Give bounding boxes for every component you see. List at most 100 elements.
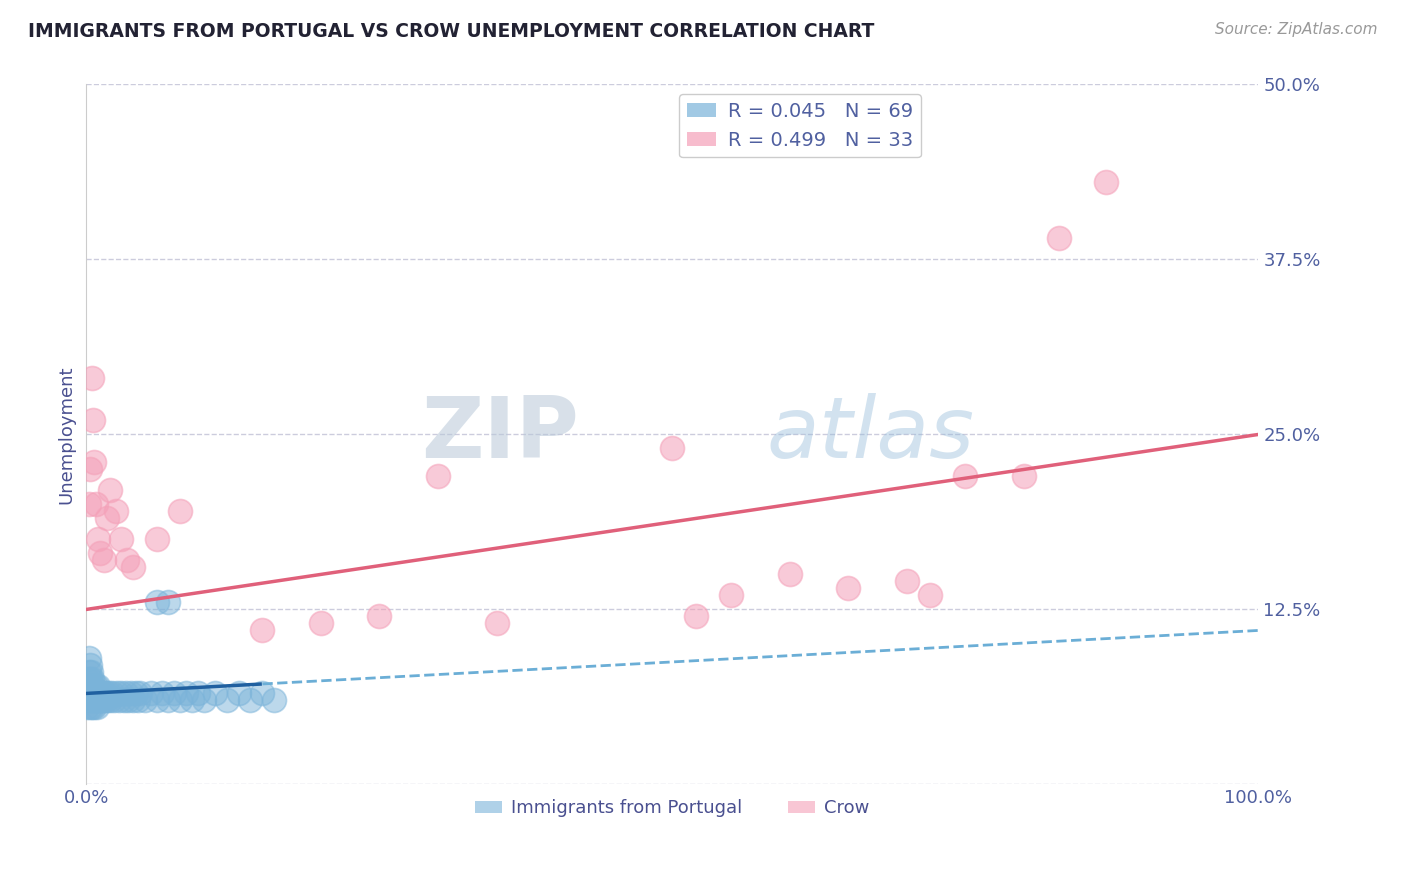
Point [80, 665, 103, 680]
Point [134, 693, 156, 707]
Y-axis label: Unemployment: Unemployment [58, 365, 75, 504]
Point [174, 686, 197, 700]
Point [169, 693, 191, 707]
Point [250, 624, 273, 638]
Point [80, 680, 103, 694]
Point [82, 686, 104, 700]
Point [87, 533, 110, 547]
Point [76, 700, 98, 714]
Point [110, 686, 132, 700]
Point [108, 693, 131, 707]
Point [896, 574, 918, 589]
Point [82, 693, 104, 707]
Point [193, 693, 215, 707]
Point [76, 673, 98, 687]
Point [83, 686, 105, 700]
Point [685, 609, 707, 624]
Point [152, 686, 174, 700]
Point [104, 504, 127, 518]
Point [122, 693, 145, 707]
Point [82, 673, 104, 687]
Point [96, 693, 118, 707]
Point [82, 700, 104, 714]
Point [96, 511, 118, 525]
Point [145, 533, 167, 547]
Point [79, 700, 101, 714]
Point [94, 693, 117, 707]
Point [122, 560, 145, 574]
Point [97, 686, 120, 700]
Point [124, 686, 146, 700]
Point [157, 693, 180, 707]
Point [103, 693, 125, 707]
Legend: Immigrants from Portugal, Crow: Immigrants from Portugal, Crow [468, 792, 876, 824]
Point [215, 693, 238, 707]
Point [157, 595, 180, 609]
Point [90, 686, 112, 700]
Point [93, 553, 115, 567]
Point [79, 462, 101, 476]
Point [91, 693, 114, 707]
Text: IMMIGRANTS FROM PORTUGAL VS CROW UNEMPLOYMENT CORRELATION CHART: IMMIGRANTS FROM PORTUGAL VS CROW UNEMPLO… [28, 22, 875, 41]
Point [82, 413, 104, 427]
Point [89, 686, 111, 700]
Point [101, 686, 124, 700]
Point [98, 483, 121, 498]
Point [105, 686, 128, 700]
Point [115, 686, 138, 700]
Point [86, 700, 108, 714]
Point [426, 469, 449, 483]
Point [84, 680, 107, 694]
Point [163, 686, 186, 700]
Text: atlas: atlas [766, 393, 974, 476]
Point [1095, 176, 1118, 190]
Point [84, 693, 107, 707]
Point [368, 609, 391, 624]
Point [89, 693, 111, 707]
Point [76, 686, 98, 700]
Text: Source: ZipAtlas.com: Source: ZipAtlas.com [1215, 22, 1378, 37]
Point [87, 693, 110, 707]
Point [129, 686, 152, 700]
Point [1012, 469, 1035, 483]
Point [84, 498, 107, 512]
Point [127, 693, 149, 707]
Point [139, 686, 162, 700]
Point [77, 498, 100, 512]
Point [145, 693, 167, 707]
Point [309, 616, 332, 631]
Point [661, 442, 683, 456]
Point [145, 595, 167, 609]
Text: ZIP: ZIP [420, 393, 579, 476]
Point [239, 693, 262, 707]
Point [96, 686, 118, 700]
Point [204, 686, 226, 700]
Point [228, 686, 250, 700]
Point [83, 700, 105, 714]
Point [77, 693, 100, 707]
Point [79, 686, 101, 700]
Point [82, 680, 104, 694]
Point [250, 686, 273, 700]
Point [89, 546, 111, 560]
Point [117, 693, 139, 707]
Point [120, 686, 142, 700]
Point [86, 686, 108, 700]
Point [77, 665, 100, 680]
Point [93, 686, 115, 700]
Point [77, 651, 100, 665]
Point [485, 616, 508, 631]
Point [83, 455, 105, 469]
Point [1047, 231, 1070, 245]
Point [98, 693, 121, 707]
Point [112, 693, 135, 707]
Point [110, 533, 132, 547]
Point [79, 673, 101, 687]
Point [180, 693, 202, 707]
Point [77, 680, 100, 694]
Point [779, 567, 801, 582]
Point [187, 686, 209, 700]
Point [169, 504, 191, 518]
Point [263, 693, 285, 707]
Point [720, 589, 742, 603]
